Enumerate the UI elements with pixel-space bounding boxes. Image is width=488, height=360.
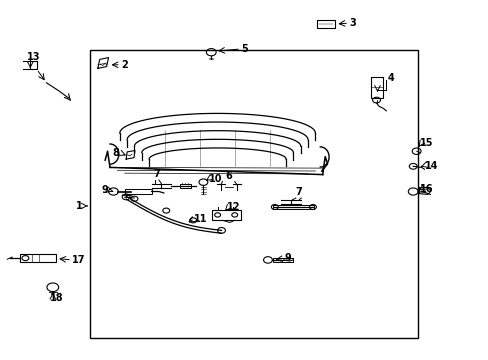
Text: 13: 13 [27,52,41,62]
Bar [316,20,335,28]
Bar [20,254,56,262]
Text: 10: 10 [209,174,223,184]
Text: 1: 1 [76,201,82,211]
Text: 3: 3 [349,18,356,28]
Bar [272,258,293,262]
Text: 15: 15 [419,138,432,148]
Text: 7: 7 [153,169,160,179]
Text: 6: 6 [224,171,231,181]
Bar [212,210,240,220]
Text: 2: 2 [121,60,128,70]
Bar [272,205,314,209]
Text: 12: 12 [226,202,240,212]
Text: 14: 14 [424,161,437,171]
Text: 8: 8 [112,148,119,158]
Text: 16: 16 [419,184,432,194]
Bar [124,189,151,194]
Text: 7: 7 [294,187,301,197]
Text: 9: 9 [102,185,108,195]
Text: 18: 18 [50,293,64,303]
Bar [370,77,382,98]
Bar [90,50,417,338]
Text: 17: 17 [72,255,86,265]
Text: 9: 9 [284,253,291,264]
Bar [180,184,190,188]
Text: 11: 11 [193,213,207,224]
Text: 4: 4 [387,73,394,84]
Text: 5: 5 [241,44,248,54]
